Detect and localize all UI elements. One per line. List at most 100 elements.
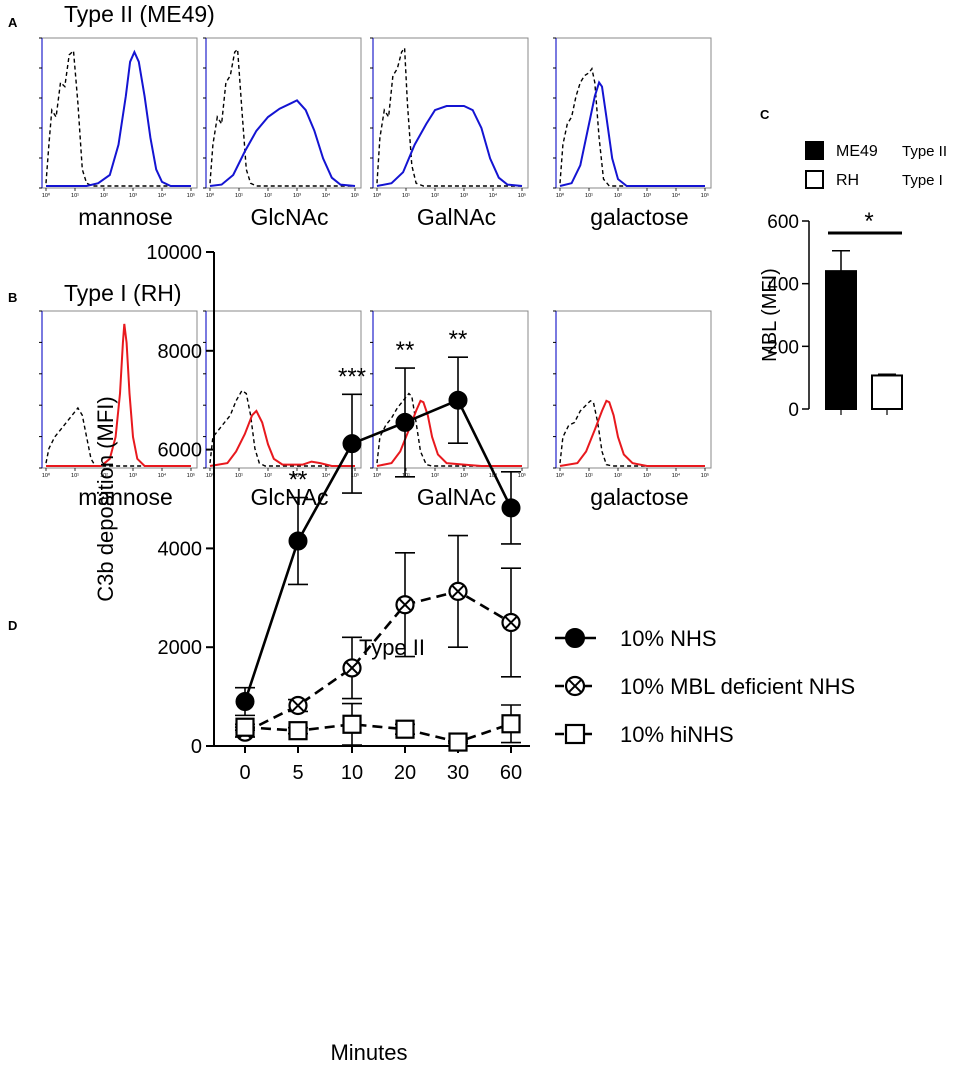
marker-open-square (342, 714, 362, 734)
y-tick-label: 4000 (158, 538, 203, 560)
histogram-label: GalNAc (417, 484, 496, 510)
histogram-x-tick-label: 10⁴ (489, 472, 498, 479)
histogram-x-tick-label: 10⁵ (187, 472, 195, 479)
histogram-frame (205, 37, 362, 189)
series-10-nhs (235, 356, 521, 717)
x-tick-label: 30 (447, 762, 469, 784)
x-tick-label: 5 (292, 762, 303, 784)
marker-open-square (564, 723, 586, 745)
marker-filled-circle (342, 434, 362, 454)
legend-label: ME49 (836, 143, 878, 160)
marker-filled-circle (501, 498, 521, 518)
panel-a-title: Type II (ME49) (64, 1, 215, 27)
histogram-x-tick-label: 10¹ (235, 473, 243, 479)
series-line (244, 590, 512, 734)
y-tick-label: 400 (767, 275, 799, 296)
series-10-hinhs (235, 702, 521, 752)
y-tick-label: 600 (767, 212, 799, 233)
histogram-x-tick-label: 10¹ (402, 193, 410, 199)
legend-label: 10% NHS (620, 626, 717, 651)
y-tick-label: 6000 (158, 440, 203, 462)
y-axis-label: MBL (MFI) (759, 268, 781, 362)
histogram-x-tick-label: 10⁰ (42, 472, 51, 479)
histogram-x-tick-label: 10³ (643, 193, 651, 199)
histogram-x-tick-label: 10¹ (71, 193, 79, 199)
y-tick-label: 200 (767, 337, 799, 358)
y-axis-label: C3b deposition (MFI) (93, 396, 118, 601)
x-tick-label: 60 (500, 762, 522, 784)
y-tick-label: 10000 (146, 242, 202, 264)
histogram-x-tick-label: 10² (614, 473, 622, 479)
histogram-x-tick-label: 10⁵ (351, 472, 359, 479)
histogram-control-curve (376, 45, 522, 187)
histogram-galactose: 10⁰ 10¹ 10² 10³ 10⁴ 10⁵ galactose (553, 37, 712, 230)
histogram-x-tick-label: 10³ (643, 473, 651, 479)
histogram-x-tick-label: 10⁰ (206, 192, 215, 199)
histogram-x-tick-label: 10³ (460, 473, 468, 479)
series-line (243, 398, 513, 702)
histogram-stained-curve (559, 399, 705, 467)
histogram-x-tick-label: 10⁴ (672, 192, 681, 199)
legend-item: 10% hiNHS (555, 722, 734, 747)
histogram-control-curve (559, 66, 705, 187)
histogram-x-tick-label: 10³ (460, 193, 468, 199)
marker-crossed-circle (342, 658, 362, 678)
histogram-label: galactose (590, 484, 688, 510)
histogram-label: GalNAc (417, 204, 496, 230)
histogram-x-tick-label: 10⁰ (42, 192, 51, 199)
histogram-x-tick-label: 10⁴ (322, 192, 331, 199)
panel-a: A Type II (ME49) 10⁰ 10¹ 10² 10³ 10⁴ 10⁵ manno… (8, 1, 712, 230)
histogram-stained-curve (46, 323, 191, 467)
histogram-control-curve (376, 392, 522, 467)
marker-open-square (448, 732, 468, 752)
significance-marker: ** (396, 337, 415, 364)
marker-filled-circle (395, 412, 415, 432)
legend-item: 10% NHS (555, 626, 717, 651)
histogram-x-tick-label: 10⁴ (158, 472, 167, 479)
histogram-x-tick-label: 10⁴ (672, 472, 681, 479)
legend-type-label: Type I (902, 172, 943, 189)
histogram-row-b: 10⁰ 10¹ 10² 10³ 10⁴ 10⁵ mannose 10⁰ 10¹ 10² 10³ 10⁴… (39, 310, 712, 510)
marker-crossed-circle (448, 581, 468, 601)
marker-open-square (395, 719, 415, 739)
histogram-x-tick-label: 10² (264, 473, 272, 479)
histogram-x-tick-label: 10² (614, 193, 622, 199)
legend-type-label: Type II (902, 143, 947, 160)
histogram-stained-curve (46, 49, 191, 187)
series-line (244, 722, 512, 744)
marker-crossed-circle (395, 595, 415, 615)
histogram-label: mannose (78, 484, 173, 510)
histogram-x-tick-label: 10⁰ (556, 192, 565, 199)
marker-open-square (288, 721, 308, 741)
histogram-mannose: 10⁰ 10¹ 10² 10³ 10⁴ 10⁵ mannose (39, 37, 198, 230)
bar-rh (871, 374, 903, 410)
marker-filled-circle (565, 628, 585, 648)
marker-cross (567, 678, 583, 694)
panel-a-letter: A (8, 15, 18, 30)
histogram-x-tick-label: 10² (100, 473, 108, 479)
histogram-x-tick-label: 10³ (293, 193, 301, 199)
histogram-stained-curve (559, 80, 705, 187)
histogram-x-tick-label: 10⁰ (206, 472, 215, 479)
histogram-control-curve (209, 389, 355, 467)
marker-cross (345, 661, 359, 675)
series-10-mbl-deficient-nhs (235, 534, 521, 742)
significance-marker: * (864, 208, 873, 235)
histogram-x-tick-label: 10⁵ (187, 192, 195, 199)
legend-swatch-me49 (805, 141, 824, 160)
marker-cross (398, 598, 412, 612)
marker-crossed-circle (501, 612, 521, 633)
histogram-x-tick-label: 10³ (129, 473, 137, 479)
marker-cross (291, 698, 305, 713)
significance-marker: ** (289, 467, 308, 494)
histogram-x-tick-label: 10¹ (585, 473, 593, 479)
histogram-x-tick-label: 10² (264, 193, 272, 199)
panel-b: B Type I (RH) 10⁰ 10¹ 10² 10³ 10⁴ 10⁵mannose1… (8, 280, 712, 510)
histogram-x-tick-label: 10⁵ (701, 192, 709, 199)
legend-label: RH (836, 172, 859, 189)
histogram-label: GlcNAc (251, 204, 329, 230)
